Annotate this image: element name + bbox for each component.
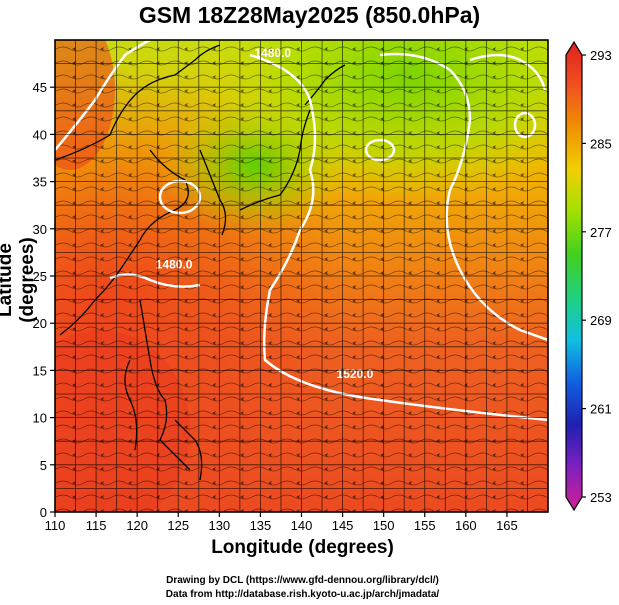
y-tick-label: 35 [33, 175, 47, 190]
y-tick-label: 45 [33, 80, 47, 95]
x-tick-label: 155 [414, 518, 436, 533]
x-tick-label: 130 [208, 518, 230, 533]
colorbar-tick-label: 293 [590, 48, 612, 63]
y-tick-label: 5 [40, 458, 47, 473]
y-tick-label: 15 [33, 363, 47, 378]
colorbar: 293 285 277 269 261 253 [565, 40, 612, 512]
x-tick-label: 120 [126, 518, 148, 533]
x-tick-label: 165 [496, 518, 518, 533]
y-tick-label: 20 [33, 316, 47, 331]
y-tick-label: 30 [33, 222, 47, 237]
contour-label: 1480.0 [254, 46, 291, 60]
contour-label: 1520.0 [337, 367, 374, 381]
height-contours [55, 40, 548, 422]
temperature-field [55, 40, 548, 512]
x-tick-label: 145 [332, 518, 354, 533]
x-tick-label: 160 [455, 518, 477, 533]
x-tick-label: 115 [86, 518, 107, 533]
x-tick-label: 140 [291, 518, 313, 533]
colorbar-tick-label: 253 [590, 490, 612, 505]
y-tick-label: 10 [33, 411, 47, 426]
credit-drawing: Drawing by DCL (https://www.gfd-dennou.o… [166, 575, 439, 586]
page-title: GSM 18Z28May2025 (850.0hPa) [138, 2, 481, 28]
y-tick-label: 40 [33, 127, 47, 142]
contour-label: 1480.0 [156, 257, 193, 271]
x-tick-label: 150 [373, 518, 395, 533]
x-tick-label: 125 [167, 518, 189, 533]
colorbar-tick-label: 261 [590, 402, 612, 417]
x-axis-label: Longitude (degrees) [211, 537, 394, 558]
y-tick-label: 0 [40, 505, 47, 520]
colorbar-tick-label: 285 [590, 136, 612, 151]
colorbar-tick-label: 269 [590, 313, 612, 328]
x-tick-label: 135 [250, 518, 272, 533]
y-tick-label: 25 [33, 269, 47, 284]
y-axis-label: Latitude (degrees) [0, 237, 38, 323]
colorbar-tick-label: 277 [590, 225, 612, 240]
x-tick-label: 110 [45, 518, 66, 533]
credit-data: Data from http://database.rish.kyoto-u.a… [165, 589, 440, 600]
